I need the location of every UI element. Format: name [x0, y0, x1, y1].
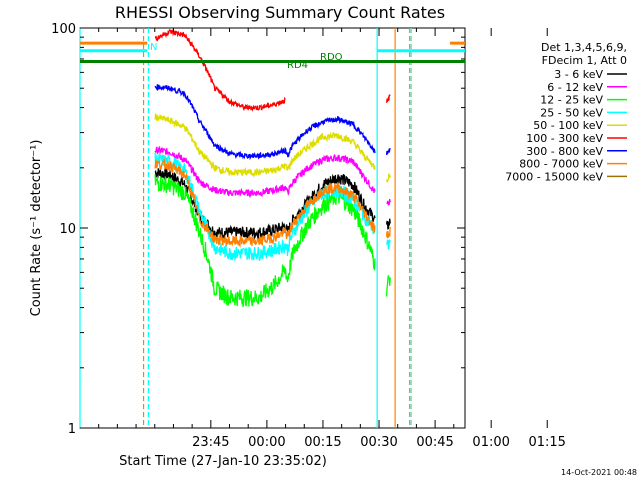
legend-label: 3 - 6 keV — [554, 68, 603, 81]
legend-label: 300 - 800 keV — [526, 145, 603, 158]
x-tick-label: 00:45 — [416, 435, 453, 450]
series-group — [154, 29, 391, 308]
series-line — [154, 84, 391, 161]
timestamp: 14-Oct-2021 00:48 — [561, 468, 637, 477]
y-tick-label: 1 — [68, 422, 76, 437]
x-tick-label: 01:00 — [472, 435, 509, 450]
legend-label: 12 - 25 keV — [540, 94, 603, 107]
legend-label: 100 - 300 keV — [526, 132, 603, 145]
annotation-rdo: RDO — [320, 52, 343, 63]
x-tick-label: 01:15 — [528, 435, 565, 450]
series-line — [154, 29, 391, 112]
legend-title-line1: Det 1,3,4,5,6,9, — [541, 41, 627, 54]
chart-title: RHESSI Observing Summary Count Rates — [115, 3, 445, 22]
x-tick-label: 00:30 — [360, 435, 397, 450]
x-axis-label: Start Time (27-Jan-10 23:35:02) — [119, 454, 327, 469]
legend-label: 50 - 100 keV — [533, 119, 603, 132]
state-bars — [80, 41, 465, 53]
x-tick-label: 23:45 — [192, 435, 229, 450]
y-tick-label: 100 — [51, 22, 76, 37]
x-axis: 23:45 00:00 00:15 00:30 00:45 01:00 01:15 — [98, 28, 566, 450]
x-tick-label: 00:15 — [304, 435, 341, 450]
series-line — [154, 113, 391, 184]
series-line — [154, 167, 391, 241]
legend-label: 25 - 50 keV — [540, 106, 603, 119]
y-axis: 1 10 100 — [51, 22, 465, 437]
legend: Det 1,3,4,5,6,9, FDecim 1, Att 0 3 - 6 k… — [505, 41, 627, 183]
event-lines — [79, 28, 412, 428]
legend-label: 800 - 7000 keV — [519, 158, 603, 171]
y-tick-label: 10 — [59, 222, 76, 237]
legend-label: 7000 - 15000 keV — [505, 170, 603, 183]
y-axis-label: Count Rate (s⁻¹ detector⁻¹) — [29, 140, 44, 317]
series-line — [154, 157, 391, 248]
legend-title-line2: FDecim 1, Att 0 — [542, 54, 627, 67]
series-line — [154, 145, 391, 206]
annotation-n: N — [150, 42, 157, 53]
x-tick-label: 00:00 — [248, 435, 285, 450]
legend-label: 6 - 12 keV — [547, 81, 603, 94]
annotation-rd4: RD4 — [287, 60, 308, 71]
